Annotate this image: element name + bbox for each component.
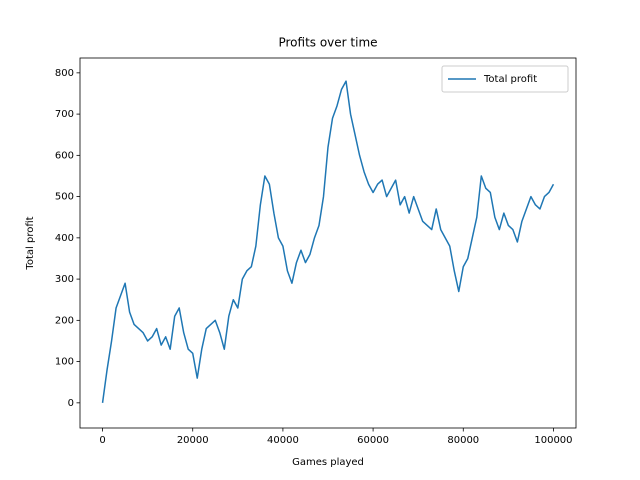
x-tick-label: 0 xyxy=(99,435,105,446)
x-tick-label: 40000 xyxy=(267,435,299,446)
y-tick-label: 0 xyxy=(68,398,74,409)
x-tick-label: 60000 xyxy=(357,435,389,446)
y-tick-label: 800 xyxy=(55,68,74,79)
y-axis-label: Total profit xyxy=(25,216,36,270)
y-tick-label: 400 xyxy=(55,233,74,244)
legend-label: Total profit xyxy=(483,74,537,85)
y-tick-label: 200 xyxy=(55,315,74,326)
y-tick-label: 100 xyxy=(55,357,74,368)
x-axis-label: Games played xyxy=(292,457,364,468)
y-tick-label: 300 xyxy=(55,274,74,285)
x-tick-label: 100000 xyxy=(534,435,572,446)
y-tick-label: 500 xyxy=(55,192,74,203)
y-tick-label: 700 xyxy=(55,109,74,120)
legend-box xyxy=(441,65,569,93)
data-line xyxy=(101,80,555,403)
chart-title: Profits over time xyxy=(278,36,377,50)
x-tick-label: 80000 xyxy=(447,435,479,446)
x-tick-label: 20000 xyxy=(177,435,209,446)
plot-frame xyxy=(79,57,577,429)
y-tick-label: 600 xyxy=(55,150,74,161)
